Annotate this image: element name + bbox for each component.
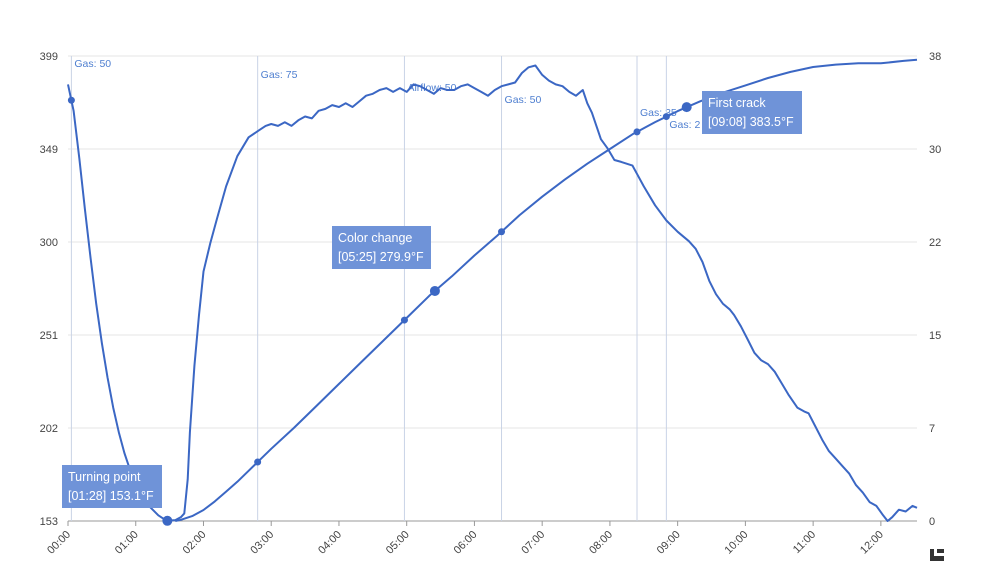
right-y-axis: 0 7 15 22 30 38 bbox=[929, 51, 941, 528]
event-point bbox=[662, 113, 670, 121]
event-label: Gas: 2 bbox=[669, 119, 700, 131]
y-left-tick-label: 349 bbox=[40, 144, 58, 156]
event-point bbox=[633, 128, 641, 136]
x-tick-label: 04:00 bbox=[316, 529, 344, 557]
grid-lines bbox=[68, 55, 917, 522]
annotation-value: [05:25] 279.9°F bbox=[338, 250, 424, 264]
y-left-tick-label: 399 bbox=[40, 51, 58, 63]
event-point bbox=[254, 458, 262, 466]
event-label: Gas: 50 bbox=[505, 94, 542, 106]
annotation-box bbox=[62, 465, 162, 508]
event-label: Airflow: 50 bbox=[407, 82, 456, 94]
ror-line bbox=[175, 58, 918, 522]
annotation-point bbox=[681, 102, 692, 113]
y-right-tick-label: 22 bbox=[929, 237, 941, 249]
event-label: Gas: 75 bbox=[261, 69, 298, 81]
temperature-line bbox=[67, 64, 918, 522]
series-points bbox=[67, 96, 692, 526]
annotation-value: [09:08] 383.5°F bbox=[708, 115, 794, 129]
annotation-point bbox=[429, 285, 440, 296]
x-tick-label: 10:00 bbox=[723, 529, 751, 557]
x-tick-label: 07:00 bbox=[519, 529, 547, 557]
x-tick-label: 06:00 bbox=[452, 529, 480, 557]
x-tick-label: 05:00 bbox=[384, 529, 412, 557]
event-point bbox=[498, 228, 506, 236]
annotation-point bbox=[162, 515, 173, 526]
annotation-title: Color change bbox=[338, 231, 412, 245]
y-left-tick-label: 251 bbox=[40, 330, 58, 342]
annotation-box bbox=[332, 226, 431, 269]
series-lines bbox=[67, 58, 918, 522]
x-tick-label: 03:00 bbox=[248, 529, 276, 557]
y-right-tick-label: 30 bbox=[929, 144, 941, 156]
y-right-tick-label: 7 bbox=[929, 423, 935, 435]
y-right-tick-label: 38 bbox=[929, 51, 941, 63]
y-left-tick-label: 202 bbox=[40, 423, 58, 435]
x-tick-label: 08:00 bbox=[587, 529, 615, 557]
y-left-tick-label: 153 bbox=[40, 516, 58, 528]
event-label: Gas: 50 bbox=[74, 58, 111, 70]
annotation-value: [01:28] 153.1°F bbox=[68, 489, 154, 503]
x-axis: 00:00 01:00 02:00 03:00 04:00 05:00 06:00 07:00… bbox=[45, 521, 886, 557]
left-y-axis: 153 202 251 300 349 399 bbox=[40, 51, 58, 528]
brand-logo-icon bbox=[930, 549, 944, 561]
x-tick-label: 01:00 bbox=[113, 529, 141, 557]
annotation-title: Turning point bbox=[68, 470, 141, 484]
x-tick-label: 02:00 bbox=[181, 529, 209, 557]
annotation-box bbox=[702, 91, 802, 134]
event-label: Gas: 35 bbox=[640, 107, 677, 119]
y-right-tick-label: 0 bbox=[929, 516, 935, 528]
x-tick-label: 12:00 bbox=[858, 529, 886, 557]
x-tick-label: 00:00 bbox=[45, 529, 73, 557]
event-point bbox=[400, 316, 408, 324]
x-tick-label: 09:00 bbox=[655, 529, 683, 557]
event-markers: Gas: 50 Gas: 75 Airflow: 50 Gas: 50 Gas: 35G… bbox=[70, 56, 700, 521]
y-left-tick-label: 300 bbox=[40, 237, 58, 249]
annotation-title: First crack bbox=[708, 96, 766, 110]
x-tick-label: 11:00 bbox=[791, 529, 818, 556]
y-right-tick-label: 15 bbox=[929, 330, 941, 342]
event-point bbox=[67, 96, 75, 104]
chart-annotations: Turning point [01:28] 153.1°F Color change… bbox=[62, 91, 802, 508]
